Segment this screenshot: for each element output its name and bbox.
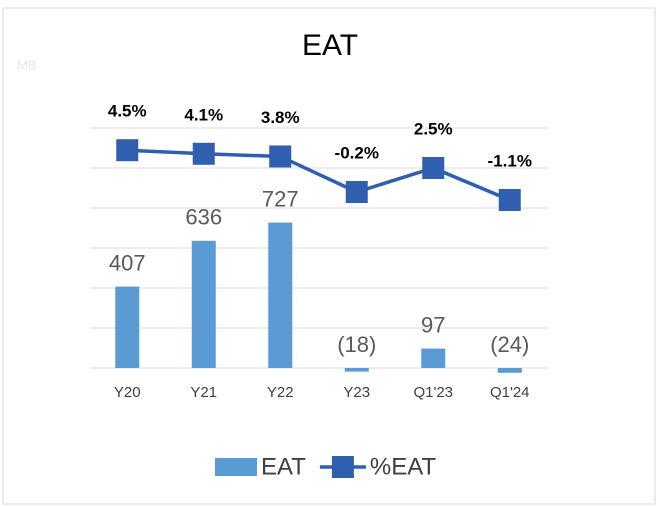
- bar-value-label: (18): [337, 332, 376, 357]
- bar-value-label: 727: [262, 186, 299, 211]
- line-marker: [422, 157, 445, 179]
- unit-label: MB: [17, 57, 37, 72]
- bar-value-label: 97: [421, 312, 445, 337]
- line-marker: [269, 145, 292, 168]
- line-value-label: -0.2%: [335, 143, 379, 162]
- line: [127, 148, 511, 202]
- x-tick-label: Q1'23: [413, 384, 453, 401]
- bar-value-label: 407: [109, 250, 146, 275]
- x-tick-label: Y22: [267, 384, 294, 401]
- bar: [497, 368, 522, 373]
- bar: [421, 348, 446, 368]
- x-tick-label: Y20: [114, 384, 141, 401]
- legend-swatch: [331, 456, 354, 478]
- legend-swatch: [215, 458, 257, 476]
- line-marker: [498, 189, 521, 211]
- line-value-label: 3.8%: [261, 108, 300, 127]
- chart-frame: [2, 7, 656, 505]
- chart-title: EAT: [302, 29, 358, 62]
- bar: [115, 286, 140, 368]
- legend-label: %EAT: [370, 453, 437, 480]
- line-marker: [192, 142, 215, 165]
- legend-label: EAT: [261, 453, 306, 480]
- x-tick-label: Y23: [343, 384, 370, 401]
- line-value-label: 4.5%: [108, 102, 147, 121]
- line-value-label: 4.1%: [184, 105, 223, 124]
- bar: [344, 368, 369, 372]
- bar: [191, 240, 216, 368]
- line-marker: [345, 181, 368, 203]
- line-value-label: -1.1%: [488, 151, 532, 170]
- x-tick-label: Y21: [190, 384, 217, 401]
- bar-value-label: (24): [490, 332, 529, 357]
- x-tick-label: Q1'24: [490, 384, 530, 401]
- line-value-label: 2.5%: [414, 119, 453, 138]
- bar: [268, 222, 293, 368]
- line-marker: [116, 139, 139, 162]
- bar-value-label: 636: [185, 205, 222, 230]
